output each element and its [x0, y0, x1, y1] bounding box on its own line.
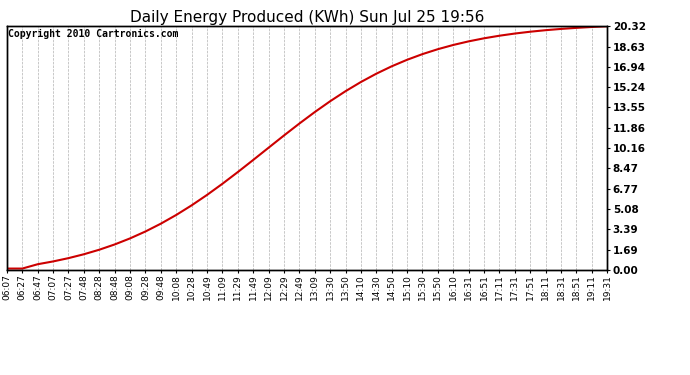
Text: Copyright 2010 Cartronics.com: Copyright 2010 Cartronics.com — [8, 29, 179, 39]
Title: Daily Energy Produced (KWh) Sun Jul 25 19:56: Daily Energy Produced (KWh) Sun Jul 25 1… — [130, 10, 484, 25]
